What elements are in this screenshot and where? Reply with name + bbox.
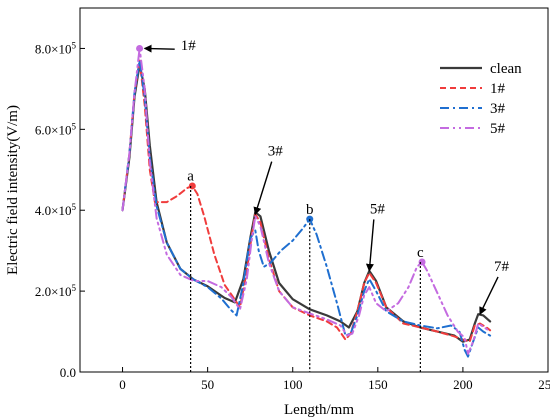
- legend-label-1: 1#: [490, 81, 506, 97]
- annotation-c: c: [417, 245, 424, 261]
- arrow-7: [479, 276, 499, 316]
- series-line-3: [121, 59, 492, 358]
- x-tick-label-100: 100: [283, 377, 303, 392]
- arrow-3: [253, 161, 273, 216]
- y-axis-title: Electric field intensity(V/m): [5, 105, 21, 275]
- y-tick-label-2: 4.0×105: [35, 202, 77, 218]
- x-tick-label-0: 0: [119, 377, 126, 392]
- x-tick-label-200: 200: [453, 377, 473, 392]
- axes-layer: 0 50 100 150 200 250 0.0 2.0×105 4.0×105 6.0×105 8…: [5, 40, 550, 417]
- arrow-5: [365, 219, 375, 272]
- x-tick-label-250: 250: [538, 377, 550, 392]
- y-tick-label-1: 2.0×105: [35, 283, 77, 299]
- y-tick-label-0: 0.0: [60, 365, 76, 380]
- arrow-label-7: 7#: [494, 259, 510, 275]
- arrow-label-1: 1#: [181, 38, 197, 54]
- legend-label-5: 5#: [490, 121, 506, 137]
- legend: clean 1# 3# 5#: [440, 61, 522, 137]
- x-tick-label-50: 50: [201, 377, 214, 392]
- peak-marker-3: [136, 44, 144, 52]
- plot-area: [79, 7, 549, 373]
- annotation-layer: a b c 1# 3# 5# 7#: [143, 38, 510, 372]
- y-tick-label-3: 6.0×105: [35, 121, 77, 137]
- x-axis-title: Length/mm: [284, 402, 354, 417]
- arrow-label-5: 5#: [370, 201, 386, 217]
- annotation-b: b: [306, 202, 314, 218]
- series-layer: [121, 44, 492, 358]
- series-line-5: [121, 47, 492, 355]
- y-tick-label-4: 8.0×105: [35, 40, 77, 56]
- legend-label-3: 3#: [490, 101, 506, 117]
- arrow-1: [143, 44, 175, 53]
- x-tick-label-150: 150: [368, 377, 388, 392]
- arrow-label-3: 3#: [268, 144, 284, 160]
- legend-label-clean: clean: [490, 61, 522, 77]
- plot-frame: [79, 7, 549, 373]
- annotation-a: a: [187, 169, 194, 185]
